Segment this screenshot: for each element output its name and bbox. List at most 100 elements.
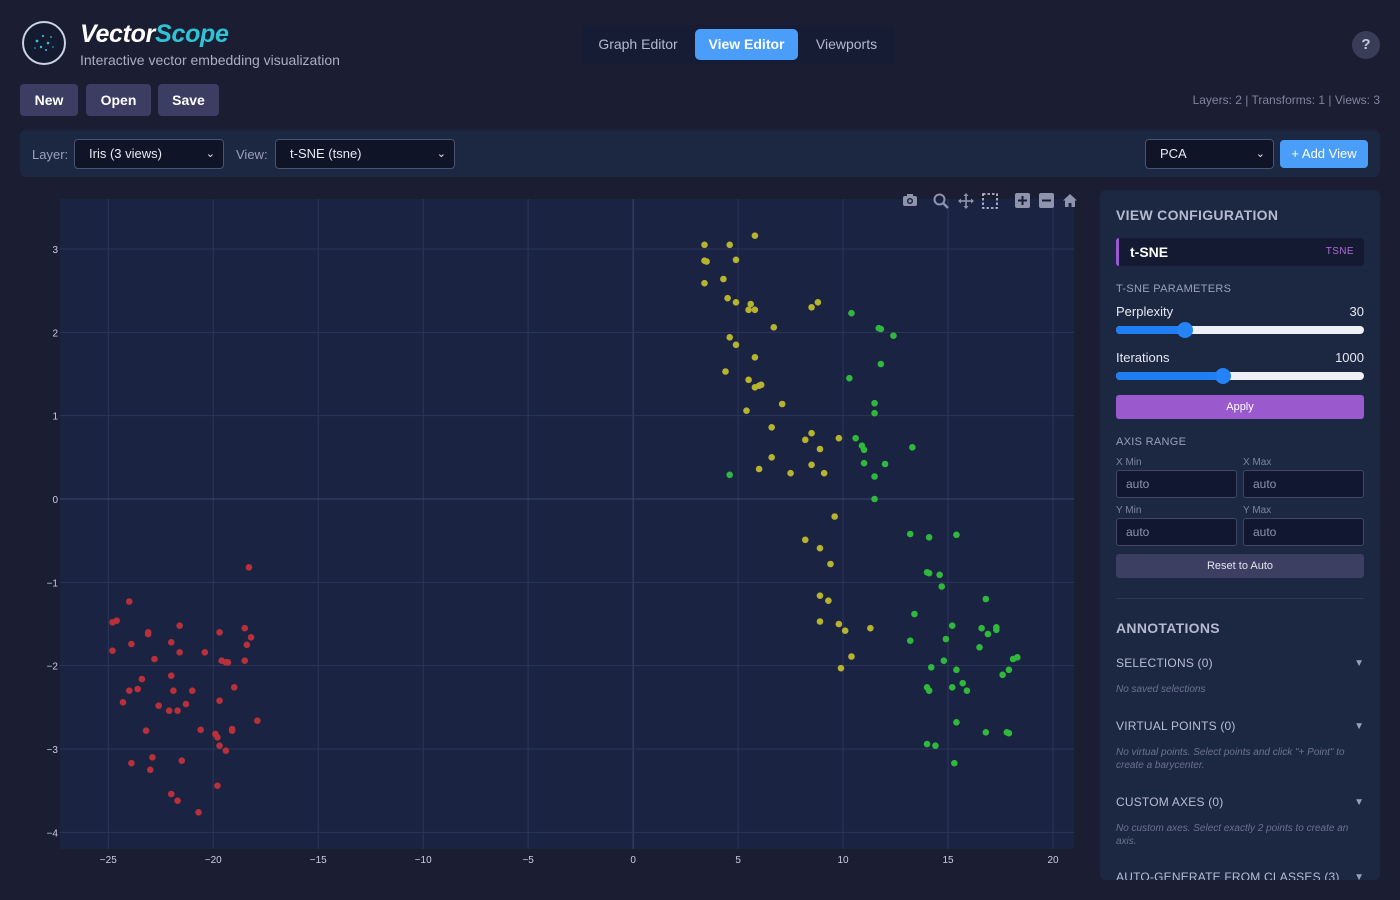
data-point[interactable]	[745, 376, 752, 384]
data-point[interactable]	[1005, 729, 1013, 737]
reset-to-auto-button[interactable]: Reset to Auto	[1116, 554, 1364, 578]
data-point[interactable]	[942, 635, 950, 643]
data-point[interactable]	[993, 626, 1000, 634]
data-point[interactable]	[125, 687, 133, 694]
data-point[interactable]	[254, 717, 261, 724]
data-point[interactable]	[770, 324, 778, 331]
data-point[interactable]	[877, 325, 885, 333]
data-point[interactable]	[848, 309, 855, 317]
data-point[interactable]	[911, 610, 918, 618]
data-point[interactable]	[871, 495, 878, 503]
data-point[interactable]	[948, 622, 956, 629]
data-point[interactable]	[906, 637, 914, 644]
data-point[interactable]	[890, 332, 897, 339]
data-point[interactable]	[852, 434, 859, 442]
tab-view-editor[interactable]: View Editor	[695, 29, 798, 60]
data-point[interactable]	[201, 649, 209, 656]
data-point[interactable]	[732, 256, 740, 264]
data-point[interactable]	[170, 687, 177, 694]
data-point[interactable]	[176, 622, 183, 629]
data-point[interactable]	[228, 725, 236, 733]
open-button[interactable]: Open	[86, 84, 151, 116]
data-point[interactable]	[953, 719, 960, 726]
data-point[interactable]	[732, 341, 740, 349]
data-point[interactable]	[820, 469, 828, 477]
selections-header[interactable]: SELECTIONS (0)	[1116, 656, 1213, 670]
data-point[interactable]	[720, 275, 727, 283]
data-point[interactable]	[216, 697, 223, 704]
data-point[interactable]	[174, 797, 181, 804]
data-point[interactable]	[241, 657, 249, 664]
data-point[interactable]	[825, 597, 832, 604]
data-point[interactable]	[144, 629, 152, 636]
data-point[interactable]	[747, 300, 754, 308]
data-point[interactable]	[999, 671, 1006, 679]
xmax-input[interactable]: auto	[1243, 470, 1364, 498]
data-point[interactable]	[732, 299, 740, 306]
data-point[interactable]	[724, 294, 731, 302]
data-point[interactable]	[860, 446, 868, 454]
data-point[interactable]	[816, 618, 824, 625]
new-button[interactable]: New	[20, 84, 78, 116]
data-point[interactable]	[951, 759, 958, 767]
data-point[interactable]	[726, 471, 734, 479]
data-point[interactable]	[755, 465, 763, 473]
data-point[interactable]	[726, 334, 734, 341]
data-point[interactable]	[222, 659, 230, 666]
data-point[interactable]	[128, 759, 135, 767]
data-point[interactable]	[816, 592, 824, 599]
data-point[interactable]	[814, 299, 822, 306]
data-point[interactable]	[978, 624, 985, 632]
xmin-input[interactable]: auto	[1116, 470, 1237, 498]
data-point[interactable]	[1005, 666, 1013, 674]
data-point[interactable]	[871, 399, 878, 407]
chevron-down-icon[interactable]: ▼	[1354, 797, 1364, 808]
chevron-down-icon[interactable]: ▼	[1354, 721, 1364, 732]
data-point[interactable]	[801, 536, 809, 544]
data-point[interactable]	[216, 629, 223, 636]
data-point[interactable]	[976, 644, 983, 651]
data-point[interactable]	[867, 624, 874, 632]
data-point[interactable]	[701, 241, 708, 249]
chevron-down-icon[interactable]: ▼	[1354, 872, 1364, 880]
camera-icon[interactable]	[901, 193, 919, 211]
data-point[interactable]	[197, 726, 204, 734]
apply-button[interactable]: Apply	[1116, 395, 1364, 419]
virtual-points-header[interactable]: VIRTUAL POINTS (0)	[1116, 719, 1236, 733]
data-point[interactable]	[808, 304, 815, 311]
data-point[interactable]	[835, 620, 843, 628]
view-select[interactable]: t-SNE (tsne) ⌄	[275, 139, 455, 169]
data-point[interactable]	[1014, 654, 1021, 661]
data-point[interactable]	[155, 702, 162, 709]
data-point[interactable]	[936, 571, 943, 579]
home-icon[interactable]	[1061, 193, 1079, 211]
data-point[interactable]	[909, 444, 916, 451]
data-point[interactable]	[837, 664, 845, 672]
data-point[interactable]	[816, 544, 824, 552]
data-point[interactable]	[959, 679, 967, 687]
zoom-icon[interactable]	[932, 193, 950, 211]
pan-icon[interactable]	[957, 193, 975, 211]
layer-select[interactable]: Iris (3 views) ⌄	[74, 139, 224, 169]
data-point[interactable]	[927, 664, 935, 671]
data-point[interactable]	[222, 747, 230, 754]
data-point[interactable]	[726, 241, 734, 249]
data-point[interactable]	[768, 424, 775, 431]
data-point[interactable]	[178, 757, 186, 764]
data-point[interactable]	[808, 429, 815, 437]
data-point[interactable]	[778, 400, 786, 408]
data-point[interactable]	[906, 530, 914, 538]
data-point[interactable]	[923, 740, 931, 748]
perplexity-slider[interactable]	[1116, 322, 1364, 338]
data-point[interactable]	[835, 434, 843, 442]
data-point[interactable]	[134, 685, 141, 693]
data-point[interactable]	[128, 640, 135, 648]
data-point[interactable]	[827, 560, 834, 568]
data-point[interactable]	[831, 513, 838, 520]
perplexity-slider-handle[interactable]	[1177, 322, 1194, 338]
data-point[interactable]	[982, 729, 990, 736]
data-point[interactable]	[119, 699, 127, 706]
auto-generate-header[interactable]: AUTO-GENERATE FROM CLASSES (3)	[1116, 870, 1340, 880]
save-button[interactable]: Save	[158, 84, 219, 116]
